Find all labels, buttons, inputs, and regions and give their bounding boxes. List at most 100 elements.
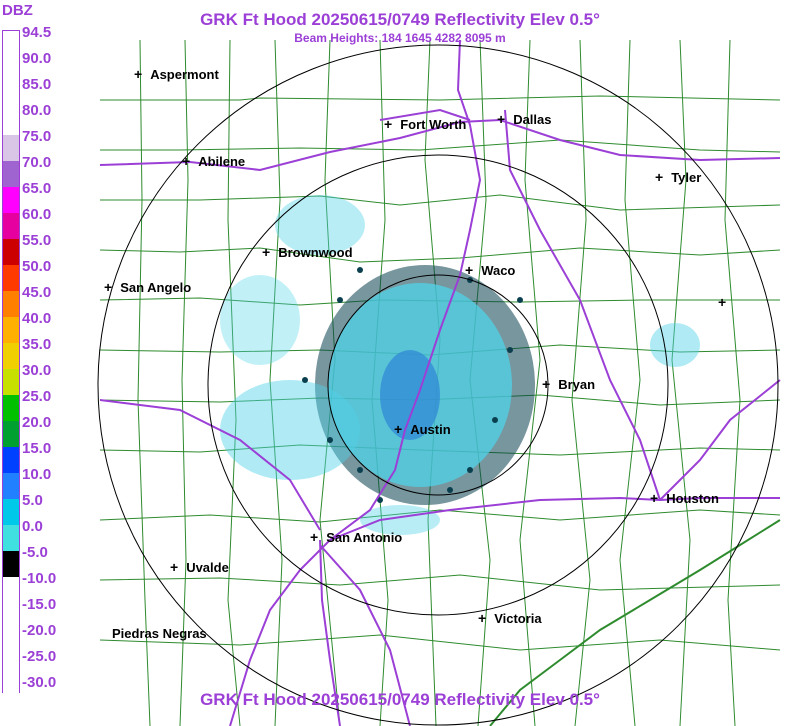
legend-tick-label: 70.0 bbox=[22, 154, 52, 171]
legend-swatch bbox=[3, 681, 19, 707]
legend-swatch bbox=[3, 473, 19, 499]
echo-east-patch bbox=[650, 323, 700, 367]
highway bbox=[319, 544, 411, 726]
county-line bbox=[100, 95, 781, 101]
legend-tick-label: 10.0 bbox=[22, 466, 52, 483]
echo-speckle bbox=[357, 267, 363, 273]
city-label: + Brownwood bbox=[262, 244, 353, 260]
legend-tick-label: 5.0 bbox=[22, 492, 43, 509]
city-marker-icon: + bbox=[655, 169, 664, 185]
legend-tick-label: 55.0 bbox=[22, 232, 52, 249]
legend-swatch bbox=[3, 135, 19, 161]
legend-swatch bbox=[3, 551, 19, 577]
legend-tick-label: -10.0 bbox=[22, 570, 57, 587]
legend-tick-label: 30.0 bbox=[22, 362, 52, 379]
legend-tick-label: 20.0 bbox=[22, 414, 52, 431]
echo-speckle bbox=[302, 377, 308, 383]
county-line bbox=[619, 39, 641, 726]
highway bbox=[229, 39, 482, 726]
legend-tick-label: 40.0 bbox=[22, 310, 52, 327]
county-line bbox=[179, 39, 189, 726]
legend-tick-label: 25.0 bbox=[22, 388, 52, 405]
highway bbox=[99, 118, 781, 172]
echo-speckle bbox=[337, 297, 343, 303]
echo-sw-band bbox=[220, 380, 360, 480]
legend-swatch bbox=[3, 317, 19, 343]
echo-speckle bbox=[327, 437, 333, 443]
county-line bbox=[519, 39, 541, 726]
city-label: + San Angelo bbox=[104, 279, 191, 295]
county-line bbox=[99, 634, 781, 651]
echo-speckle bbox=[467, 467, 473, 473]
county-line bbox=[99, 247, 781, 263]
city-name: Bryan bbox=[558, 376, 596, 392]
city-marker-icon: + bbox=[134, 66, 143, 82]
city-marker-icon: + bbox=[310, 529, 319, 545]
echo-speckle bbox=[507, 347, 513, 353]
county-line bbox=[671, 39, 691, 726]
city-label: + Waco bbox=[465, 262, 515, 278]
city-name: Tyler bbox=[671, 169, 702, 185]
city-label: + Dallas bbox=[497, 111, 552, 127]
range-rings bbox=[97, 44, 779, 726]
city-label: + Fort Worth bbox=[384, 116, 466, 132]
county-line bbox=[137, 39, 151, 726]
highway bbox=[659, 379, 781, 501]
legend-swatch bbox=[3, 161, 19, 187]
legend-tick-label: 94.5 bbox=[22, 24, 52, 41]
city-label: + Uvalde bbox=[170, 559, 229, 575]
legend-tick-label: 80.0 bbox=[22, 102, 52, 119]
highway bbox=[504, 109, 661, 501]
city-label: + bbox=[718, 294, 734, 310]
city-marker-icon: + bbox=[262, 244, 271, 260]
range-ring bbox=[327, 274, 549, 496]
coastline bbox=[489, 519, 781, 726]
city-marker-icon: + bbox=[542, 376, 551, 392]
county-line bbox=[99, 509, 781, 523]
legend-tick-label: 65.0 bbox=[22, 180, 52, 197]
legend-swatch bbox=[3, 57, 19, 83]
county-line bbox=[99, 574, 781, 591]
legend-tick-label: 35.0 bbox=[22, 336, 52, 353]
highway bbox=[319, 539, 341, 726]
city-label: + Austin bbox=[394, 421, 451, 437]
city-label: + Victoria bbox=[478, 610, 542, 626]
echo-nw-patch bbox=[275, 195, 365, 255]
echo-west-patch bbox=[220, 275, 300, 365]
city-label: + Tyler bbox=[655, 169, 701, 185]
legend-swatch bbox=[3, 239, 19, 265]
city-name: Fort Worth bbox=[400, 116, 467, 132]
city-name: Abilene bbox=[198, 153, 246, 169]
range-ring bbox=[97, 44, 779, 726]
echo-speckle bbox=[357, 467, 363, 473]
city-name: Piedras Negras bbox=[112, 626, 207, 641]
legend-title: DBZ bbox=[2, 2, 33, 19]
echo-speckle bbox=[377, 497, 383, 503]
legend-swatch bbox=[3, 343, 19, 369]
city-marker-icon: + bbox=[394, 421, 403, 437]
color-legend bbox=[2, 30, 20, 707]
legend-swatch bbox=[3, 499, 19, 525]
city-name: San Angelo bbox=[120, 279, 192, 295]
city-label: + Aspermont bbox=[134, 66, 219, 82]
city-name: Aspermont bbox=[150, 66, 219, 82]
city-label: + Houston bbox=[650, 490, 719, 506]
city-label: + San Antonio bbox=[310, 529, 402, 545]
city-name: San Antonio bbox=[326, 529, 403, 545]
city-marker-icon: + bbox=[104, 279, 113, 295]
legend-tick-label: 50.0 bbox=[22, 258, 52, 275]
legend-swatch bbox=[3, 655, 19, 681]
legend-tick-label: 85.0 bbox=[22, 76, 52, 93]
radar-echoes bbox=[220, 195, 700, 535]
legend-swatch bbox=[3, 213, 19, 239]
legend-swatch bbox=[3, 629, 19, 655]
city-name: Brownwood bbox=[278, 244, 353, 260]
footer-title: GRK Ft Hood 20250615/0749 Reflectivity E… bbox=[200, 690, 600, 709]
legend-swatch bbox=[3, 447, 19, 473]
legend-tick-label: -15.0 bbox=[22, 596, 57, 613]
county-line bbox=[100, 139, 781, 153]
city-label: + Bryan bbox=[542, 376, 595, 392]
county-lines bbox=[99, 39, 781, 726]
legend-swatch bbox=[3, 421, 19, 447]
echo-speckle bbox=[447, 487, 453, 493]
